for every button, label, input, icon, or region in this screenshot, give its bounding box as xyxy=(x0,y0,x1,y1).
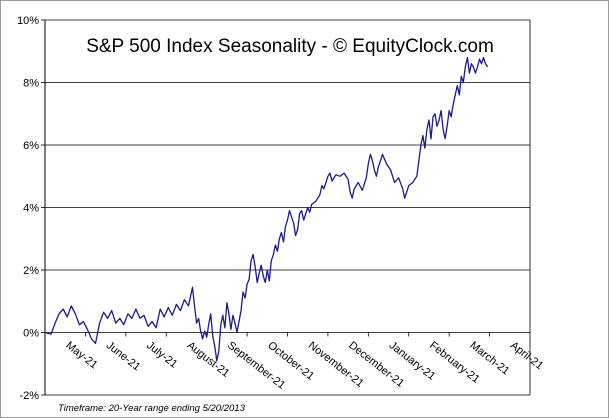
x-tick-label: August-21 xyxy=(185,339,232,379)
x-tick-label: July-21 xyxy=(144,339,179,370)
x-tick-label: May-21 xyxy=(63,339,99,371)
y-tick-label: 8% xyxy=(23,78,39,90)
y-tick-labels: -2% 0% 2% 4% 6% 8% 10% xyxy=(17,15,39,402)
gridlines xyxy=(45,19,530,396)
chart-footnote: Timeframe: 20-Year range ending 5/20/201… xyxy=(58,403,246,414)
y-tick-label: 2% xyxy=(23,265,39,277)
chart-title: S&P 500 Index Seasonality - © EquityCloc… xyxy=(86,36,494,57)
series-line xyxy=(44,56,489,362)
y-tick-label: 10% xyxy=(17,15,39,27)
series-layer xyxy=(44,56,489,362)
y-tick-label: 6% xyxy=(23,140,39,152)
y-tick-label: 4% xyxy=(23,203,39,215)
y-tick-label: -2% xyxy=(19,390,39,402)
x-tick-label: April-21 xyxy=(508,339,545,372)
x-tick-label: June-21 xyxy=(104,339,143,373)
x-tick-labels: May-21 June-21 July-21 August-21September-2… xyxy=(63,339,545,391)
y-tick-label: 0% xyxy=(23,328,39,340)
